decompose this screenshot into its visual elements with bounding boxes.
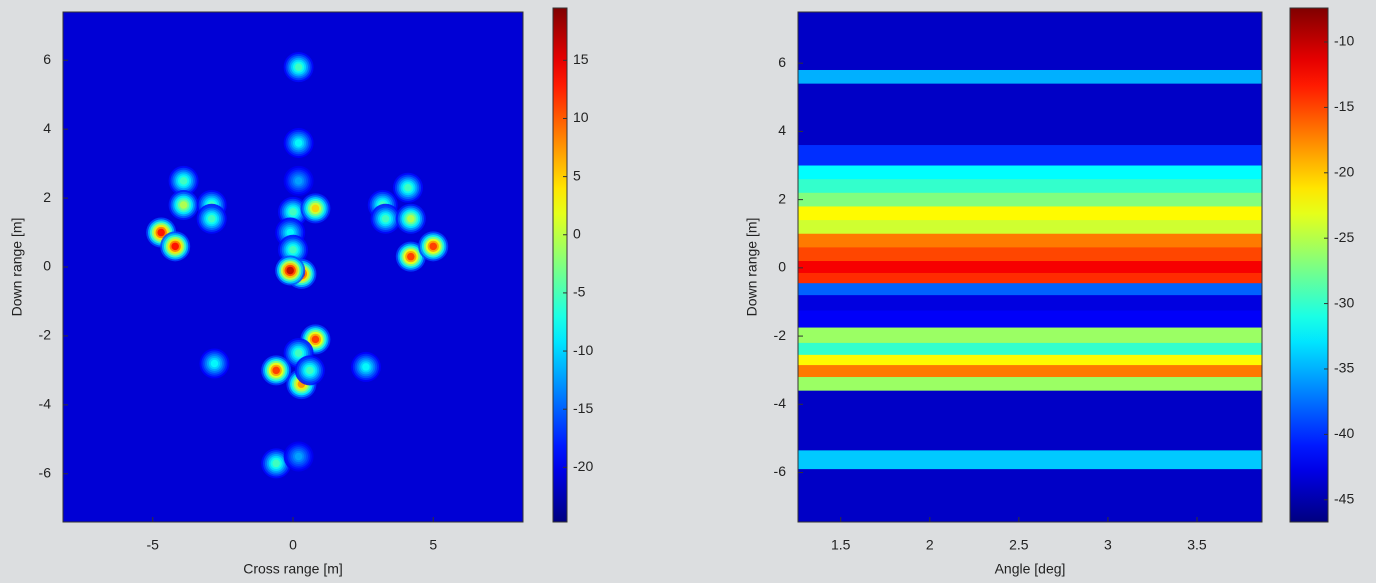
heatmap-row: [798, 179, 1262, 194]
heatmap-row: [798, 310, 1262, 329]
colorbar-tick-label: 15: [573, 51, 589, 67]
blob: [196, 203, 227, 234]
blob: [199, 348, 230, 379]
x-tick-label: 1.5: [831, 537, 851, 553]
heatmap-row: [798, 365, 1262, 378]
y-tick-label: 6: [778, 54, 786, 70]
blob: [283, 441, 314, 472]
colorbar-tick-label: -15: [573, 400, 593, 416]
heatmap-row: [798, 83, 1262, 112]
y-tick-label: 2: [43, 189, 51, 205]
blob: [294, 355, 325, 386]
colorbar-tick-label: -45: [1334, 490, 1354, 506]
blob: [393, 172, 423, 203]
colorbar-tick-label: -40: [1334, 425, 1354, 441]
blob: [370, 203, 401, 234]
blob: [395, 241, 426, 272]
heatmap-row: [798, 192, 1262, 207]
x-tick-label: 5: [429, 537, 437, 553]
heatmap-row: [798, 12, 1262, 40]
x-tick-label: 3: [1104, 537, 1112, 553]
heatmap-row: [798, 417, 1262, 451]
heatmap-row: [798, 39, 1262, 71]
heatmap-row: [798, 272, 1262, 284]
heatmap-row: [798, 450, 1262, 470]
heatmap: [63, 12, 523, 522]
colorbar-tick-label: 10: [573, 109, 589, 125]
heatmap-row: [798, 295, 1262, 311]
heatmap-row: [798, 165, 1262, 180]
heatmap-row: [798, 283, 1262, 296]
heatmap-row: [798, 327, 1262, 344]
x-tick-label: 0: [289, 537, 297, 553]
blob: [395, 203, 426, 234]
y-tick-label: -4: [39, 396, 52, 412]
blob: [350, 351, 381, 382]
x-tick-label: 2: [926, 537, 934, 553]
colorbar-tick-label: -20: [1334, 163, 1354, 179]
blob: [168, 189, 199, 220]
x-tick-label: -5: [147, 537, 160, 553]
y-tick-label: -4: [774, 395, 787, 411]
heatmap-row: [798, 69, 1262, 85]
heatmap-row: [798, 377, 1262, 392]
y-tick-label: 6: [43, 51, 51, 67]
colorbar: [1289, 7, 1329, 523]
y-tick-label: -6: [774, 463, 787, 479]
colorbar-tick-label: -25: [1334, 229, 1354, 245]
heatmap-row: [798, 342, 1262, 356]
plot-frame: [797, 11, 1263, 523]
heatmap-row: [798, 145, 1262, 167]
heatmap-row: [798, 110, 1262, 146]
colorbar-tick-label: -30: [1334, 294, 1354, 310]
heatmap-row: [798, 247, 1262, 262]
blob: [261, 355, 292, 386]
blob: [168, 165, 199, 196]
colorbar-tick-label: -35: [1334, 360, 1354, 376]
y-tick-label: -2: [774, 327, 787, 343]
blob: [283, 52, 314, 83]
colorbar: [552, 7, 568, 523]
heatmap-row: [798, 261, 1262, 274]
y-tick-label: -2: [39, 327, 52, 343]
colorbar-tick-label: -10: [573, 342, 593, 358]
x-tick-label: 2.5: [1009, 537, 1029, 553]
heatmap: [798, 12, 1262, 522]
x-tick-label: 3.5: [1187, 537, 1207, 553]
blob: [160, 231, 191, 262]
colorbar-tick-label: -10: [1334, 33, 1354, 49]
colorbar-tick-label: -20: [573, 458, 593, 474]
y-tick-label: 0: [43, 258, 51, 274]
colorbar-tick-label: 0: [573, 225, 581, 241]
colorbar-tick-label: 5: [573, 167, 581, 183]
heatmap-row: [798, 233, 1262, 248]
y-tick-label: 4: [43, 120, 51, 136]
y-tick-label: 0: [778, 259, 786, 275]
heatmap-row: [798, 498, 1262, 522]
colorbar-tick-label: -5: [573, 284, 586, 300]
y-axis-label: Down range [m]: [744, 218, 760, 317]
y-tick-label: 2: [778, 190, 786, 206]
y-axis-label: Down range [m]: [9, 218, 25, 317]
blob: [418, 231, 449, 262]
heatmap-row: [798, 206, 1262, 221]
heatmap-row: [798, 354, 1262, 366]
heatmap-row: [798, 469, 1262, 499]
blob: [283, 127, 314, 158]
blob: [300, 193, 331, 224]
heatmap-row: [798, 220, 1262, 235]
blob: [275, 255, 306, 286]
x-axis-label: Angle [deg]: [995, 561, 1066, 577]
blob: [283, 165, 314, 196]
colorbar-tick-label: -15: [1334, 98, 1354, 114]
x-axis-label: Cross range [m]: [243, 561, 343, 577]
y-tick-label: 4: [778, 122, 786, 138]
y-tick-label: -6: [39, 464, 52, 480]
heatmap-row: [798, 390, 1262, 419]
